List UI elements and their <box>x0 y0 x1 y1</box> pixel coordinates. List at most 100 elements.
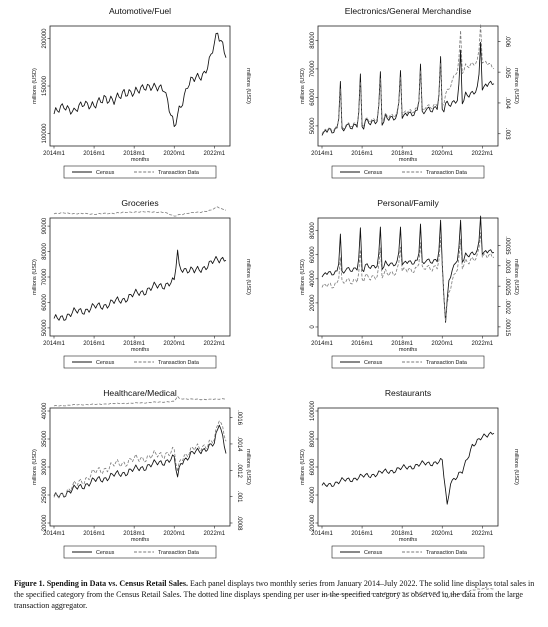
y-tick-label: 50000 <box>42 319 48 336</box>
y-tick-label: 40000 <box>42 402 48 419</box>
census-line <box>321 215 495 323</box>
chart-legend: Census Transaction Data <box>331 355 485 369</box>
legend-transaction-label: Transaction Data <box>426 360 467 366</box>
x-tick-label: 2016m1 <box>351 151 373 157</box>
y2-tick-label: .0002 <box>504 299 510 315</box>
y-tick-label: 100000 <box>310 400 316 421</box>
x-axis-label: months <box>399 347 418 353</box>
x-axis-label: months <box>131 537 150 543</box>
chart-legend: Census Transaction Data <box>331 545 485 559</box>
y-tick-label: 70000 <box>42 268 48 285</box>
x-tick-label: 2020m1 <box>163 341 185 347</box>
chart-title: Personal/Family <box>377 198 439 208</box>
y-tick-label: 60000 <box>310 88 316 105</box>
x-axis-label: months <box>399 537 418 543</box>
legend-census-label: Census <box>364 360 383 366</box>
x-tick-label: 2018m1 <box>123 531 145 537</box>
x-tick-label: 2014m1 <box>43 341 65 347</box>
plot-frame <box>317 217 499 337</box>
x-tick-label: 2018m1 <box>123 341 145 347</box>
chart-panel: Restaurants 20000 40000 60000 80000 100000 mil… <box>300 388 519 599</box>
y2-tick-label: .001 <box>236 491 242 503</box>
legend-transaction-label: Transaction Data <box>158 170 199 176</box>
x-tick-label: 2018m1 <box>123 151 145 157</box>
y-axis-label: millions (USD) <box>32 449 38 485</box>
x-axis-label: months <box>399 157 418 163</box>
chart-panel: Groceries 50000 60000 70000 80000 90000 millio… <box>32 198 251 407</box>
plot-frame <box>317 25 499 147</box>
y2-tick-label: .0003 <box>504 258 510 274</box>
chart-panel: Electronics/General Merchandise 50000 6000… <box>300 6 519 179</box>
x-tick-label: 2020m1 <box>163 151 185 157</box>
chart-title: Groceries <box>121 198 158 208</box>
chart-title: Automotive/Fuel <box>109 6 171 16</box>
y-tick-label: 80000 <box>310 222 316 239</box>
legend-transaction-label: Transaction Data <box>158 550 199 556</box>
transaction-data-line <box>321 588 495 599</box>
y-tick-label: 20000 <box>310 514 316 531</box>
x-tick-label: 2022m1 <box>203 341 225 347</box>
y-tick-label: 200000 <box>42 28 48 49</box>
y-tick-label: 90000 <box>42 217 48 234</box>
y2-axis-label: millions (USD) <box>245 449 251 485</box>
x-tick-label: 2022m1 <box>471 151 493 157</box>
chart-legend: Census Transaction Data <box>63 165 217 179</box>
x-tick-label: 2014m1 <box>311 151 333 157</box>
x-tick-label: 2014m1 <box>43 531 65 537</box>
x-tick-label: 2018m1 <box>391 341 413 347</box>
chart-panel: Healthcare/Medical 20000 25000 30000 35000 40… <box>32 388 251 559</box>
x-tick-label: 2016m1 <box>351 341 373 347</box>
y-tick-label: 60000 <box>310 458 316 475</box>
y-axis-label: millions (USD) <box>32 68 38 104</box>
x-tick-label: 2016m1 <box>351 531 373 537</box>
transaction-data-line <box>53 420 227 499</box>
y-tick-label: 100000 <box>42 123 48 144</box>
y2-tick-label: .006 <box>504 35 510 47</box>
x-tick-label: 2018m1 <box>391 151 413 157</box>
y2-tick-label: .0012 <box>236 463 242 479</box>
y-tick-label: 70000 <box>310 60 316 77</box>
legend-transaction-label: Transaction Data <box>158 360 199 366</box>
census-line <box>321 41 495 136</box>
x-tick-label: 2020m1 <box>431 341 453 347</box>
y2-axis-label: millions (USD) <box>513 259 519 295</box>
y-tick-label: 35000 <box>42 430 48 447</box>
census-line <box>53 32 227 128</box>
y2-tick-label: .0016 <box>236 410 242 426</box>
y2-tick-label: .004 <box>504 97 510 109</box>
y2-axis-label: millions (USD) <box>245 68 251 104</box>
x-tick-label: 2022m1 <box>203 151 225 157</box>
legend-transaction-label: Transaction Data <box>426 170 467 176</box>
x-tick-label: 2020m1 <box>431 151 453 157</box>
y-tick-label: 150000 <box>42 75 48 96</box>
y2-tick-label: .00025 <box>504 277 510 296</box>
y-axis-label: millions (USD) <box>300 449 306 485</box>
legend-census-label: Census <box>96 170 115 176</box>
legend-census-label: Census <box>96 550 115 556</box>
transaction-data-line <box>321 232 495 322</box>
x-tick-label: 2016m1 <box>83 341 105 347</box>
x-tick-label: 2018m1 <box>391 531 413 537</box>
figure-caption: Figure 1. Spending in Data vs. Census Re… <box>14 578 536 611</box>
y2-tick-label: .00015 <box>504 318 510 337</box>
y-tick-label: 40000 <box>310 486 316 503</box>
x-tick-label: 2022m1 <box>471 341 493 347</box>
y2-tick-label: .003 <box>504 128 510 140</box>
y-axis-label: millions (USD) <box>32 259 38 295</box>
census-line <box>53 249 227 321</box>
x-tick-label: 2014m1 <box>43 151 65 157</box>
y-tick-label: 60000 <box>310 246 316 263</box>
census-line <box>53 424 227 498</box>
y-tick-label: 40000 <box>310 270 316 287</box>
chart-legend: Census Transaction Data <box>63 545 217 559</box>
caption-label: Figure 1. Spending in Data vs. Census Re… <box>14 579 189 588</box>
transaction-data-line <box>321 23 495 135</box>
y-tick-label: 20000 <box>42 514 48 531</box>
x-tick-label: 2016m1 <box>83 151 105 157</box>
transaction-data-line <box>53 206 227 217</box>
y2-tick-label: .005 <box>504 66 510 78</box>
chart-legend: Census Transaction Data <box>63 355 217 369</box>
x-axis-label: months <box>131 347 150 353</box>
y-axis-label: millions (USD) <box>300 259 306 295</box>
chart-title: Healthcare/Medical <box>103 388 177 398</box>
